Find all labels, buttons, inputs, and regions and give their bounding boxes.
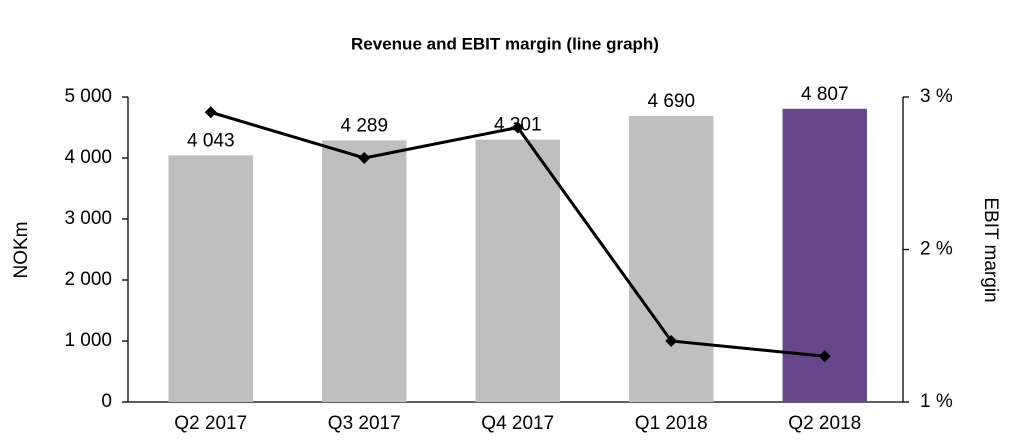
- bar: [475, 139, 560, 402]
- y2-tick-label: 3 %: [920, 86, 953, 107]
- marker: [358, 152, 371, 164]
- data-label: 4 043: [187, 130, 235, 151]
- y-tick-label: 5 000: [64, 86, 112, 107]
- y2-axis-title: EBIT margin: [980, 197, 1001, 302]
- y-tick-label: 2 000: [64, 269, 112, 290]
- bar: [322, 140, 407, 402]
- y2-tick-label: 1 %: [920, 391, 953, 412]
- bar: [629, 115, 714, 402]
- y-axis-title: NOKm: [11, 222, 32, 279]
- x-tick-label: Q2 2017: [174, 413, 247, 434]
- data-label: 4 690: [647, 91, 695, 112]
- chart-title: Revenue and EBIT margin (line graph): [351, 34, 659, 53]
- x-tick-label: Q4 2017: [481, 413, 554, 434]
- y-tick-label: 4 000: [64, 147, 112, 168]
- x-tick-label: Q3 2017: [328, 413, 401, 434]
- y2-tick-label: 2 %: [920, 239, 953, 260]
- x-tick-label: Q2 2018: [788, 413, 861, 434]
- x-tick-label: Q1 2018: [635, 413, 708, 434]
- bar: [168, 155, 253, 402]
- marker: [818, 350, 831, 363]
- marker: [511, 121, 524, 134]
- marker: [204, 106, 217, 119]
- marker: [665, 335, 678, 347]
- y-tick-label: 3 000: [64, 208, 112, 229]
- y-tick-label: 0: [101, 391, 112, 412]
- data-label: 4 289: [340, 115, 388, 136]
- y-tick-label: 1 000: [64, 330, 112, 351]
- data-label: 4 807: [801, 84, 849, 105]
